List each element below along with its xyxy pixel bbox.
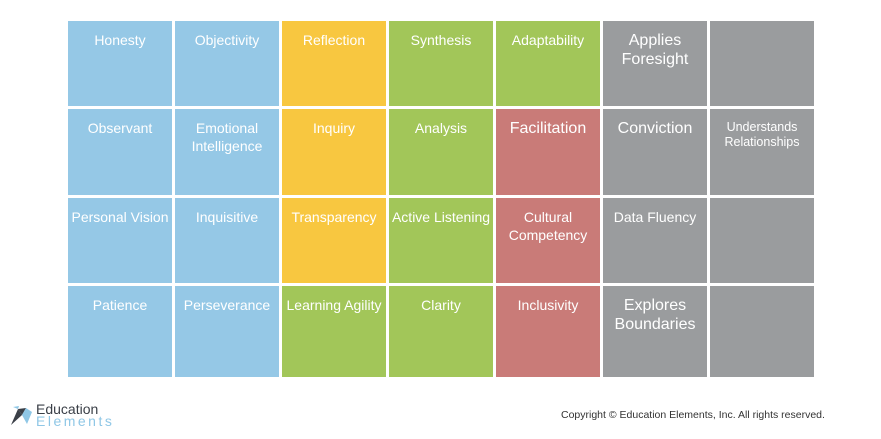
grid-cell: Analysis bbox=[389, 109, 493, 195]
grid-cell bbox=[710, 21, 814, 106]
grid-cell: Observant bbox=[68, 109, 172, 195]
grid-cell: Cultural Competency bbox=[496, 198, 600, 283]
grid-cell: Active Listening bbox=[389, 198, 493, 283]
logo-mark-icon bbox=[11, 406, 32, 425]
grid-cell: Objectivity bbox=[175, 21, 279, 106]
grid-cell: Inclusivity bbox=[496, 286, 600, 377]
grid-cell: Reflection bbox=[282, 21, 386, 106]
grid-cell: Understands Relationships bbox=[710, 109, 814, 195]
grid-cell: Data Fluency bbox=[603, 198, 707, 283]
grid-cell: Learning Agility bbox=[282, 286, 386, 377]
grid-cell: Emotional Intelligence bbox=[175, 109, 279, 195]
grid-cell: Transparency bbox=[282, 198, 386, 283]
grid-cell: Conviction bbox=[603, 109, 707, 195]
grid-cell: Honesty bbox=[68, 21, 172, 106]
grid-cell bbox=[710, 286, 814, 377]
grid-cell: Inquisitive bbox=[175, 198, 279, 283]
grid-cell: Applies Foresight bbox=[603, 21, 707, 106]
grid-cell: Synthesis bbox=[389, 21, 493, 106]
grid-cell: Personal Vision bbox=[68, 198, 172, 283]
education-elements-logo: Education Elements bbox=[10, 401, 115, 429]
grid-cell: Patience bbox=[68, 286, 172, 377]
grid-cell: Facilitation bbox=[496, 109, 600, 195]
copyright-notice: Copyright © Education Elements, Inc. All… bbox=[561, 409, 825, 421]
grid-cell: Adaptability bbox=[496, 21, 600, 106]
grid-cell bbox=[710, 198, 814, 283]
competency-grid: Honesty Objectivity Reflection Synthesis Ada… bbox=[68, 21, 814, 377]
grid-cell: Clarity bbox=[389, 286, 493, 377]
grid-cell: Explores Boundaries bbox=[603, 286, 707, 377]
grid-cell: Inquiry bbox=[282, 109, 386, 195]
grid-cell: Perseverance bbox=[175, 286, 279, 377]
logo-text-elements: Elements bbox=[36, 413, 115, 429]
logo-text-education: Education bbox=[36, 401, 99, 417]
